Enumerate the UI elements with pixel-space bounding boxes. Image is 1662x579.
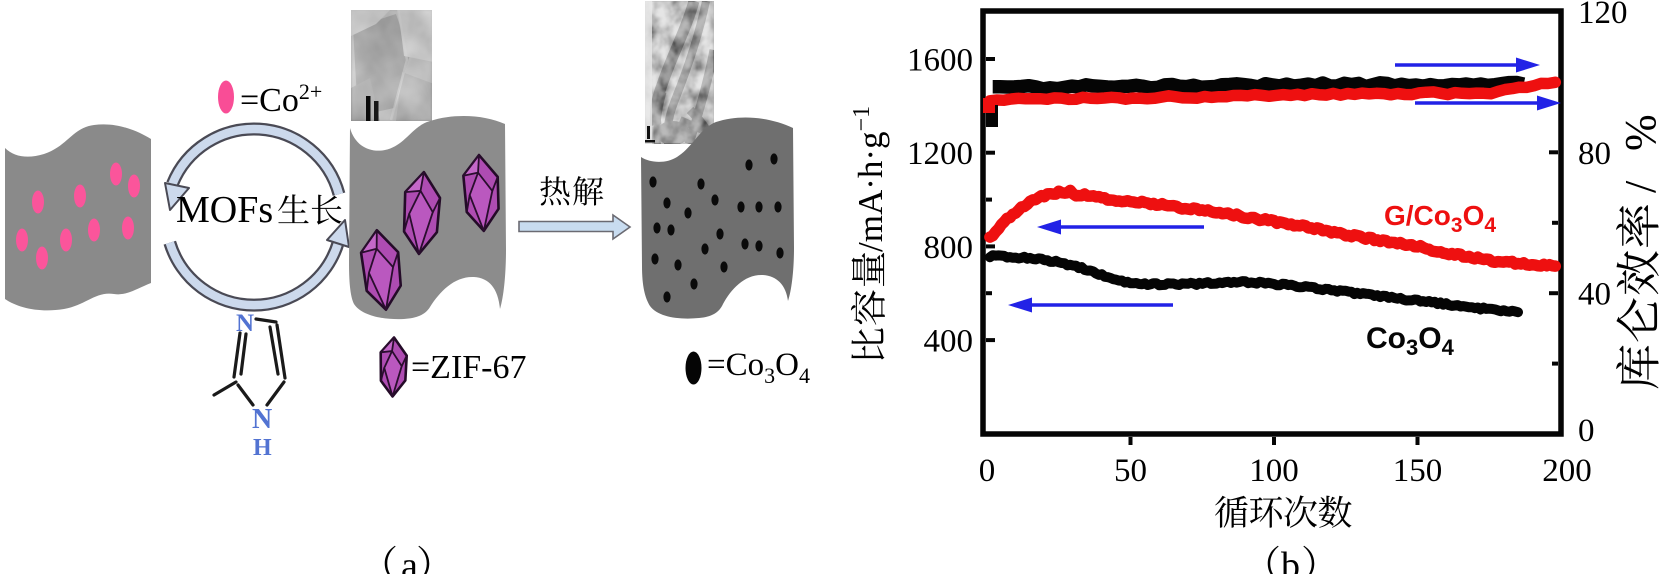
svg-text:=Co2+: =Co2+ [240,79,322,119]
svg-text:800: 800 [924,230,974,266]
svg-text:MOFs: MOFs [176,189,273,231]
svg-text:50: 50 [1114,453,1147,489]
svg-text:80: 80 [1578,136,1611,172]
svg-text:120: 120 [1578,0,1628,31]
svg-text:G/Co3O4: G/Co3O4 [1384,200,1496,237]
svg-text:100: 100 [1249,453,1299,489]
svg-text:N: N [236,310,254,337]
svg-text:%: % [1616,114,1662,151]
svg-text:0: 0 [1578,413,1595,449]
svg-text:150: 150 [1393,453,1443,489]
svg-text:/mA·h·g−1: /mA·h·g−1 [849,106,890,252]
svg-text:a: a [401,545,418,574]
svg-text:=Co3O4: =Co3O4 [707,347,810,388]
svg-text:N: N [252,404,272,435]
svg-text:0: 0 [979,453,996,489]
svg-text:40: 40 [1578,277,1611,313]
svg-text:1600: 1600 [907,43,973,79]
svg-text:/: / [1616,180,1662,193]
svg-text:200: 200 [1542,453,1592,489]
svg-text:H: H [253,435,272,461]
svg-text:1200: 1200 [907,136,973,172]
svg-text:400: 400 [924,324,974,360]
svg-text:Co3O4: Co3O4 [1366,322,1455,360]
svg-text:b: b [1281,545,1300,574]
svg-text:=ZIF-67: =ZIF-67 [411,349,527,386]
